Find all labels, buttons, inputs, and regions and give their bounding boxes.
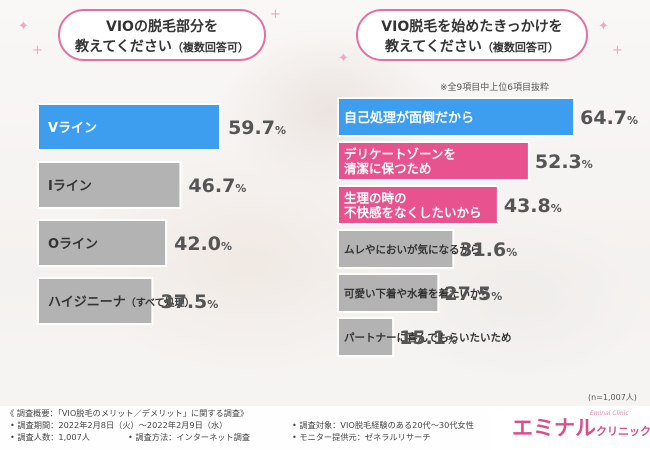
bar-right-4	[337, 273, 440, 313]
bar-right-2	[337, 185, 499, 225]
bar-right-0	[337, 97, 576, 137]
bar-left-2	[37, 219, 168, 267]
bar-right-1	[337, 141, 530, 181]
sample-size-note: (n=1,007人)	[588, 393, 637, 402]
category-label-right-5: パートナーに喜んでもらいたいため	[344, 331, 511, 344]
category-label-left-1: Iライン	[48, 179, 92, 194]
value-label-right-2: 43.8%	[504, 195, 562, 217]
sparkle-icon: ✦	[18, 19, 29, 34]
survey-method: • 調査方法：インターネット調査	[128, 432, 251, 442]
category-label-right-0: 自己処理が面倒だから	[344, 110, 474, 126]
value-label-right-5: 15.1%	[399, 327, 457, 349]
right-question-line2: 教えてください（複数回答可）	[358, 37, 586, 58]
right-question-line2-text: 教えてください	[385, 39, 482, 55]
category-label-left-0: Vライン	[48, 121, 97, 136]
top-items-note: ※全9項目中上位6項目抜粋	[440, 83, 549, 93]
value-label-right-1: 52.3%	[535, 151, 593, 173]
category-label-right-2-line0: 生理の時の	[344, 191, 407, 206]
sparkle-icon: ✦	[598, 19, 609, 34]
bar-right-3	[337, 229, 455, 269]
logo-sub: クリニック	[596, 425, 650, 438]
category-label-left-3: ハイジニーナ（すべて処理）	[48, 295, 195, 310]
logo-tagline: Eminal Clinic	[590, 410, 629, 417]
survey-count: • 調査人数：1,007人	[10, 432, 90, 442]
value-label-left-0: 59.7%	[228, 117, 286, 139]
value-label-left-2: 42.0%	[174, 233, 232, 255]
value-label-right-4: 27.5%	[444, 283, 502, 305]
category-label-right-1-line0: デリケートゾーンを	[344, 147, 456, 162]
left-question-bubble: VIOの脱毛部分を 教えてください（複数回答可）	[58, 9, 266, 61]
logo-main: エミナル	[512, 416, 596, 440]
category-label-left-2: Oライン	[48, 237, 98, 252]
left-question-note: （複数回答可）	[171, 41, 249, 54]
sparkle-icon: ✦	[338, 51, 349, 66]
bar-left-3	[37, 277, 154, 325]
value-label-left-1: 46.7%	[188, 175, 246, 197]
bar-left-1	[37, 161, 182, 209]
value-label-right-0: 64.7%	[580, 107, 638, 129]
bar-right-5	[337, 317, 395, 357]
survey-target: • 調査対象：VIO脱毛経験のある20代～30代女性	[292, 420, 474, 430]
left-question-line2-text: 教えてください	[75, 39, 172, 55]
clinic-logo: エミナルクリニック	[512, 416, 650, 444]
left-question-line1: VIOの脱毛部分を	[106, 19, 218, 35]
value-label-left-3: 37.5%	[160, 291, 218, 313]
right-question-note: （複数回答可）	[481, 41, 559, 54]
bar-left-0	[37, 103, 222, 151]
left-question-line2: 教えてください（複数回答可）	[60, 37, 264, 58]
survey-title: 《 調査概要：「VIO脱毛のメリット／デメリット」に関する調査》	[6, 408, 249, 418]
sparkle-icon: +	[612, 43, 623, 58]
right-question-bubble: VIO脱毛を始めたきっかけを 教えてください（複数回答可）	[356, 9, 588, 61]
value-label-right-3: 31.6%	[459, 239, 517, 261]
category-label-right-4: 可愛い下着や水着を着たいから	[344, 287, 491, 300]
sparkle-icon: +	[32, 43, 43, 58]
category-label-right-3: ムレやにおいが気になるから	[344, 243, 481, 256]
survey-period: • 調査期間：2022年2月8日（火）～2022年2月9日（水）	[10, 420, 228, 430]
category-label-right-2-line1: 不快感をなくしたいから	[344, 205, 482, 220]
survey-provider: • モニター提供元：ゼネラルリサーチ	[292, 432, 431, 442]
category-label-right-1-line1: 清潔に保つため	[344, 161, 432, 176]
right-question-line1: VIO脱毛を始めたきっかけを	[381, 19, 563, 35]
logo-panel	[492, 406, 650, 450]
sparkle-icon: +	[270, 7, 281, 22]
